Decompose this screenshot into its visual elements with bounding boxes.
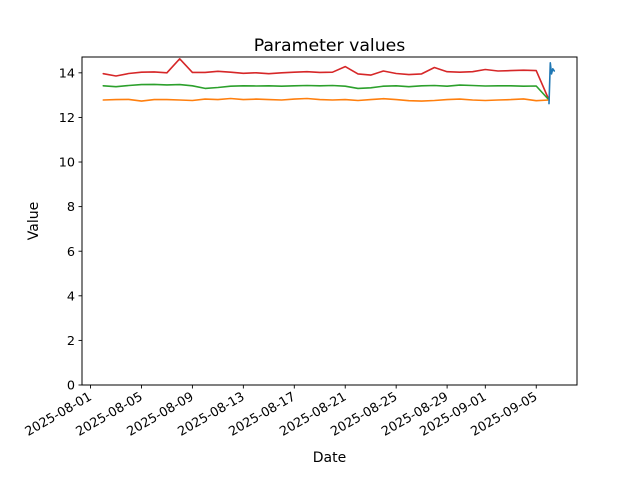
y-tick-label: 0 (67, 379, 75, 394)
y-tick-label: 10 (59, 156, 75, 171)
axes-box (81, 56, 578, 386)
series-line-green (102, 83, 550, 101)
y-tick-label: 4 (67, 289, 75, 304)
series-line-red (102, 57, 550, 101)
series-line-orange (102, 97, 550, 102)
y-axis-label: Value (26, 202, 42, 240)
y-tick-label: 12 (59, 111, 75, 126)
series-group (102, 57, 556, 105)
x-axis-label: Date (313, 450, 346, 466)
y-tick-label: 14 (59, 66, 75, 81)
y-tick-label: 8 (67, 200, 75, 215)
y-tick-label: 6 (67, 245, 75, 260)
plot-generated-content: 024681012142025-08-012025-08-052025-08-0… (23, 56, 578, 440)
y-tick-label: 2 (67, 334, 75, 349)
series-line-blue (548, 61, 556, 105)
chart-title: Parameter values (254, 36, 406, 56)
